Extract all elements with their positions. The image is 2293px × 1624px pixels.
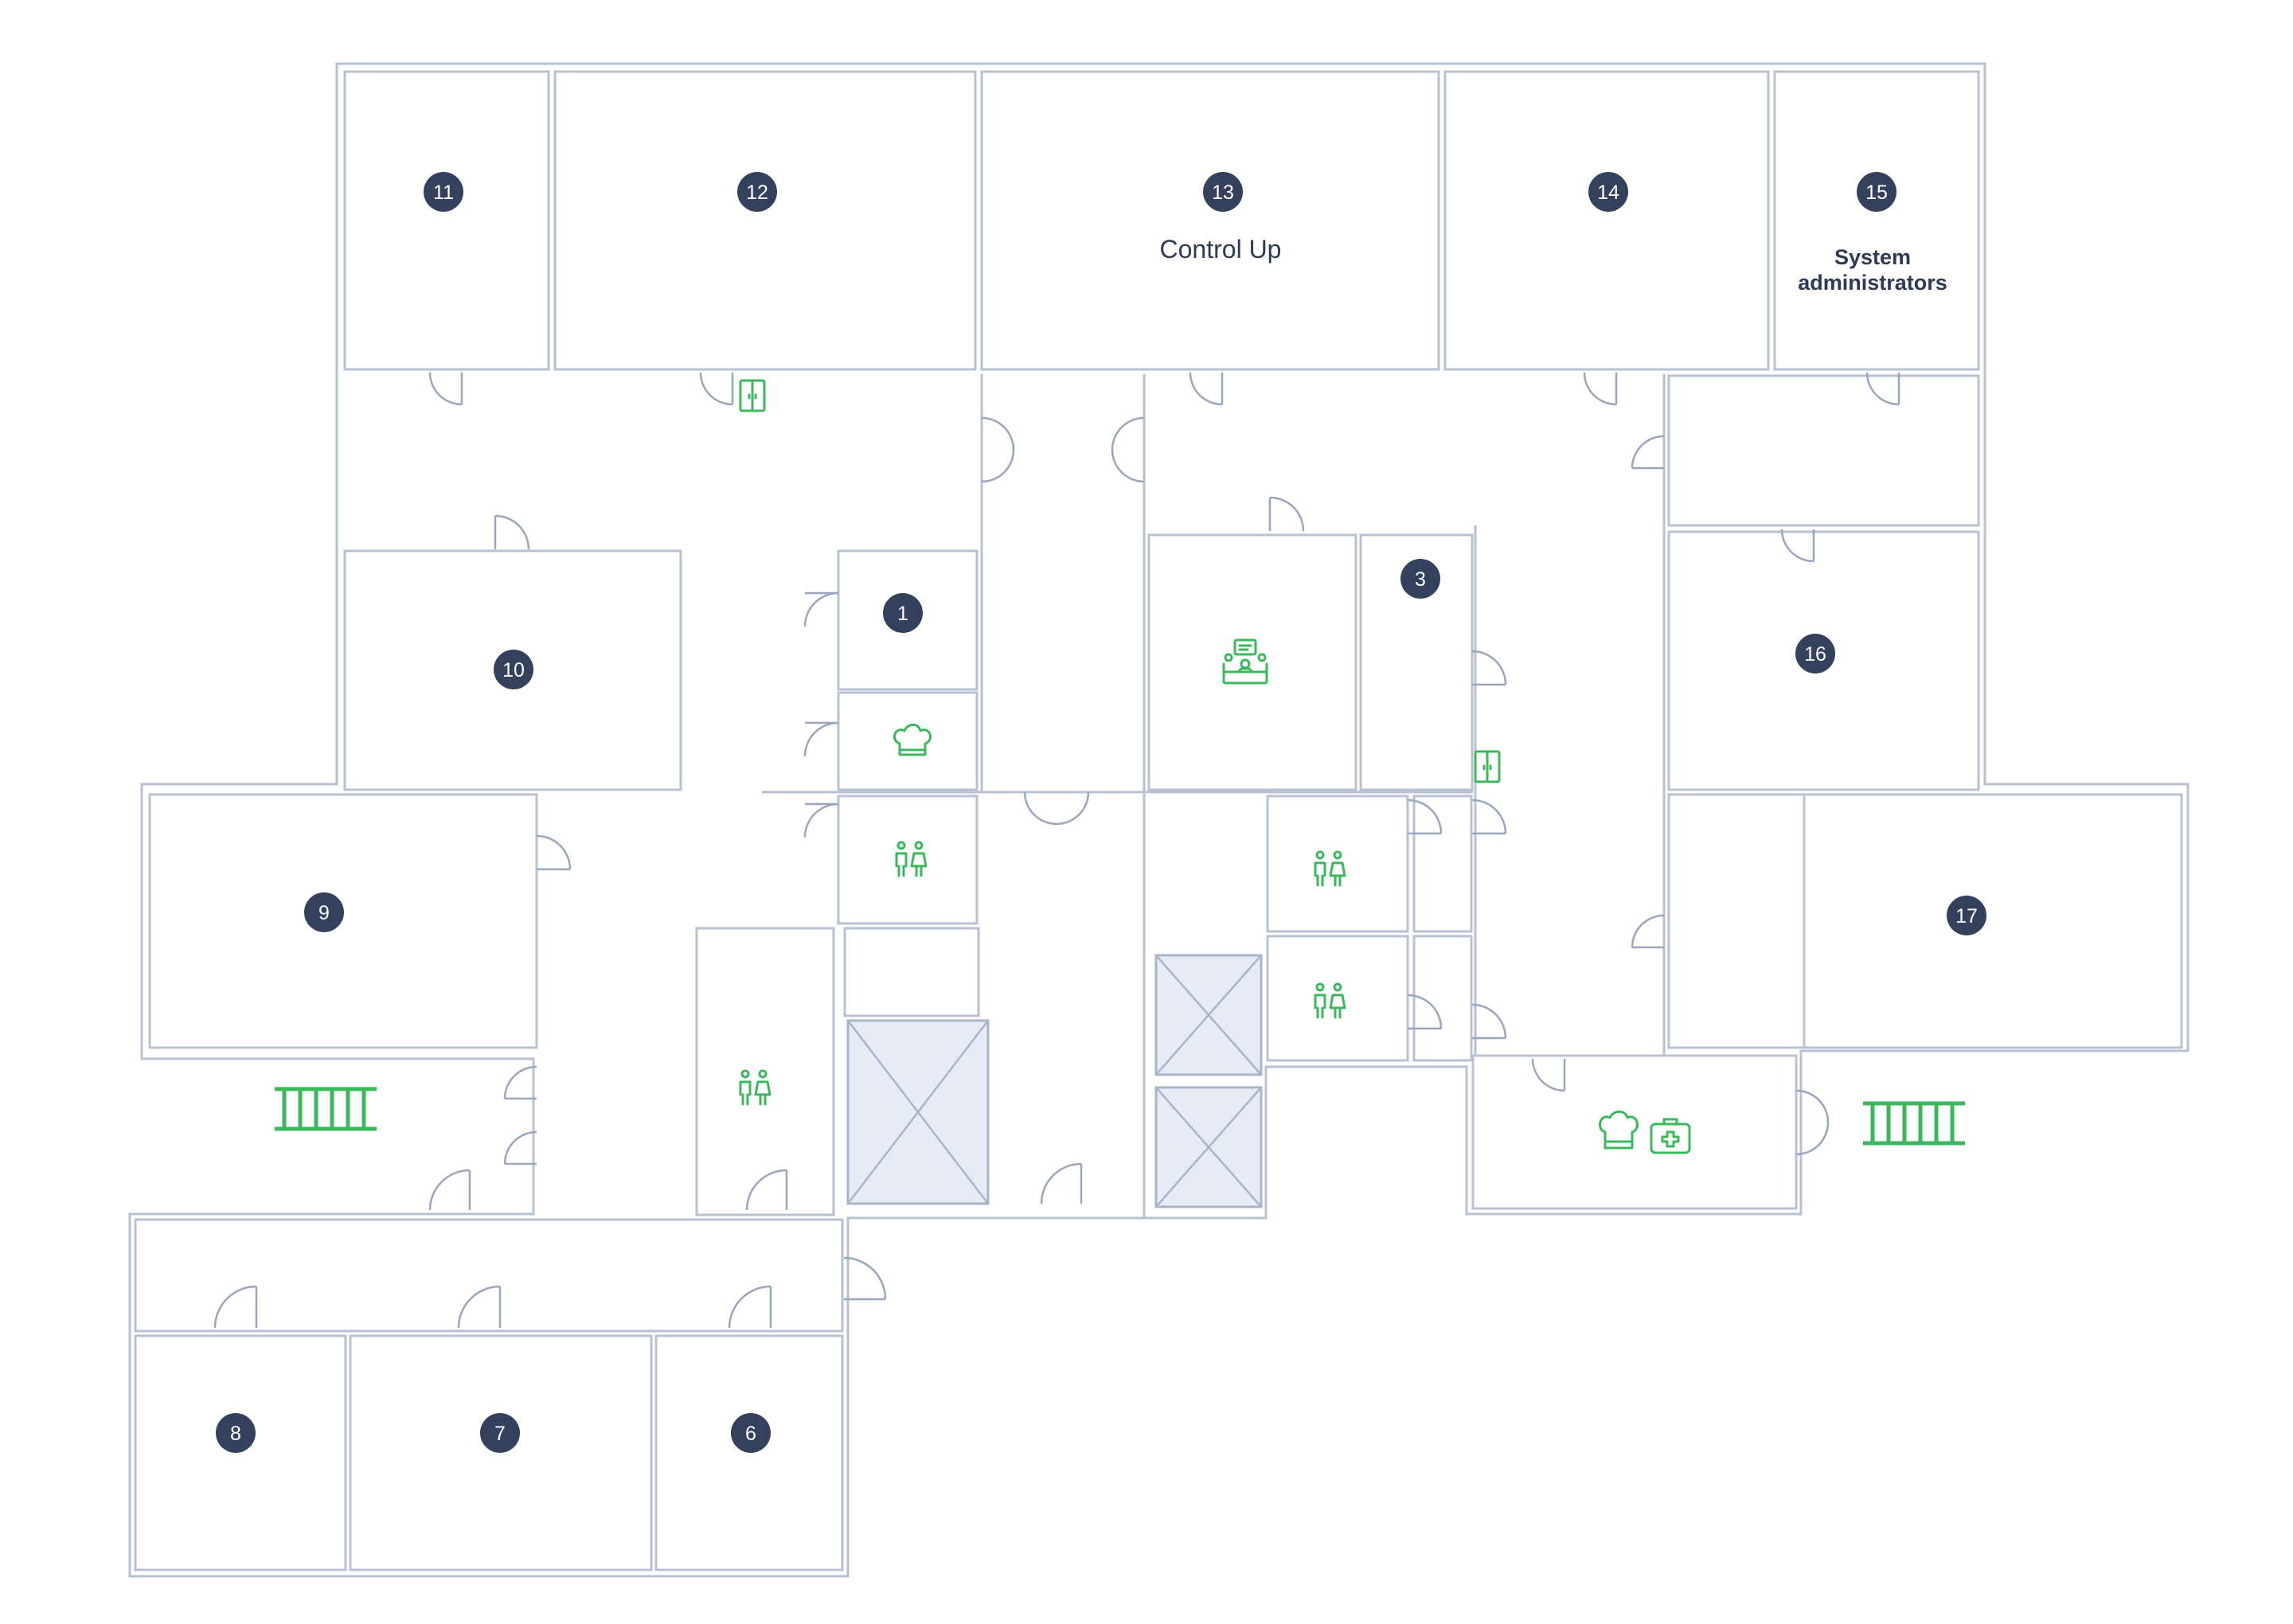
svg-text:9: 9 <box>318 902 330 924</box>
room-17-left <box>1667 793 1806 1049</box>
svg-text:15: 15 <box>1865 182 1888 204</box>
svg-text:7: 7 <box>494 1423 506 1445</box>
room-badge-16: 16 <box>1795 634 1835 673</box>
svg-text:14: 14 <box>1597 182 1619 204</box>
svg-text:6: 6 <box>745 1423 756 1445</box>
room-17[interactable] <box>1803 793 2183 1049</box>
room-9[interactable] <box>148 793 538 1049</box>
svg-text:3: 3 <box>1415 568 1426 591</box>
elevator-shaft <box>1154 954 1263 1076</box>
room-6[interactable] <box>654 1334 844 1571</box>
room-badge-14: 14 <box>1588 172 1628 212</box>
elevator-shaft <box>846 1019 990 1205</box>
room-15-label-line2: administrators <box>1798 271 1947 295</box>
kitchen-icon <box>893 724 932 756</box>
elevator-shaft <box>1154 1086 1263 1208</box>
svg-text:13: 13 <box>1212 182 1234 204</box>
room-badge-12: 12 <box>737 172 777 212</box>
corridor-wall <box>980 374 1666 1218</box>
doors <box>213 372 1900 1329</box>
restroom-icon <box>1314 982 1346 1019</box>
meeting-room[interactable] <box>1147 533 1357 791</box>
restroom-room-4[interactable] <box>1266 935 1409 1062</box>
svg-text:8: 8 <box>230 1423 241 1445</box>
svg-text:12: 12 <box>746 182 768 204</box>
svg-text:11: 11 <box>433 182 454 204</box>
svg-text:16: 16 <box>1804 643 1826 666</box>
room-badge-17: 17 <box>1947 896 1986 935</box>
first-aid-icon <box>1650 1118 1691 1154</box>
restroom-room-1[interactable] <box>837 794 979 925</box>
room-14[interactable] <box>1443 70 1770 371</box>
restroom-icon <box>739 1069 771 1106</box>
room-7[interactable] <box>349 1334 653 1571</box>
room-badge-13: 13 <box>1203 172 1243 212</box>
svg-text:10: 10 <box>502 659 525 681</box>
room-11[interactable] <box>343 70 550 371</box>
room-badge-10: 10 <box>494 650 533 689</box>
fire-escape-icon <box>275 1087 377 1131</box>
fire-escape-icon <box>1863 1101 1965 1146</box>
room-13-label: Control Up <box>1160 235 1282 264</box>
svg-text:1: 1 <box>897 603 908 625</box>
room-badge-6: 6 <box>731 1413 771 1453</box>
kitchen-room[interactable] <box>837 691 979 791</box>
room-8[interactable] <box>134 1334 347 1571</box>
room-badge-9: 9 <box>304 892 344 932</box>
kitchen-icon <box>1598 1111 1639 1150</box>
room-upper-right <box>1667 374 1980 527</box>
room-13[interactable] <box>980 70 1440 371</box>
room-badge-7: 7 <box>480 1413 520 1453</box>
stair-lobby <box>843 927 980 1017</box>
lower-corridor <box>134 1218 844 1333</box>
svg-text:17: 17 <box>1955 905 1978 927</box>
restroom-icon <box>895 841 928 877</box>
utility-room-1 <box>1412 794 1473 933</box>
room-12[interactable] <box>553 70 977 371</box>
wardrobe-icon <box>739 379 766 412</box>
meeting-room-icon <box>1222 638 1268 685</box>
room-badge-1: 1 <box>883 593 923 633</box>
room-badge-8: 8 <box>216 1413 256 1453</box>
wardrobe-icon <box>1474 750 1501 783</box>
restroom-icon <box>1314 850 1346 887</box>
room-badge-15: 15 <box>1857 172 1897 212</box>
room-15-label-line1: System <box>1834 245 1911 269</box>
room-15[interactable] <box>1773 70 1980 371</box>
room-badge-11: 11 <box>424 172 463 212</box>
room-badge-3: 3 <box>1400 559 1440 599</box>
